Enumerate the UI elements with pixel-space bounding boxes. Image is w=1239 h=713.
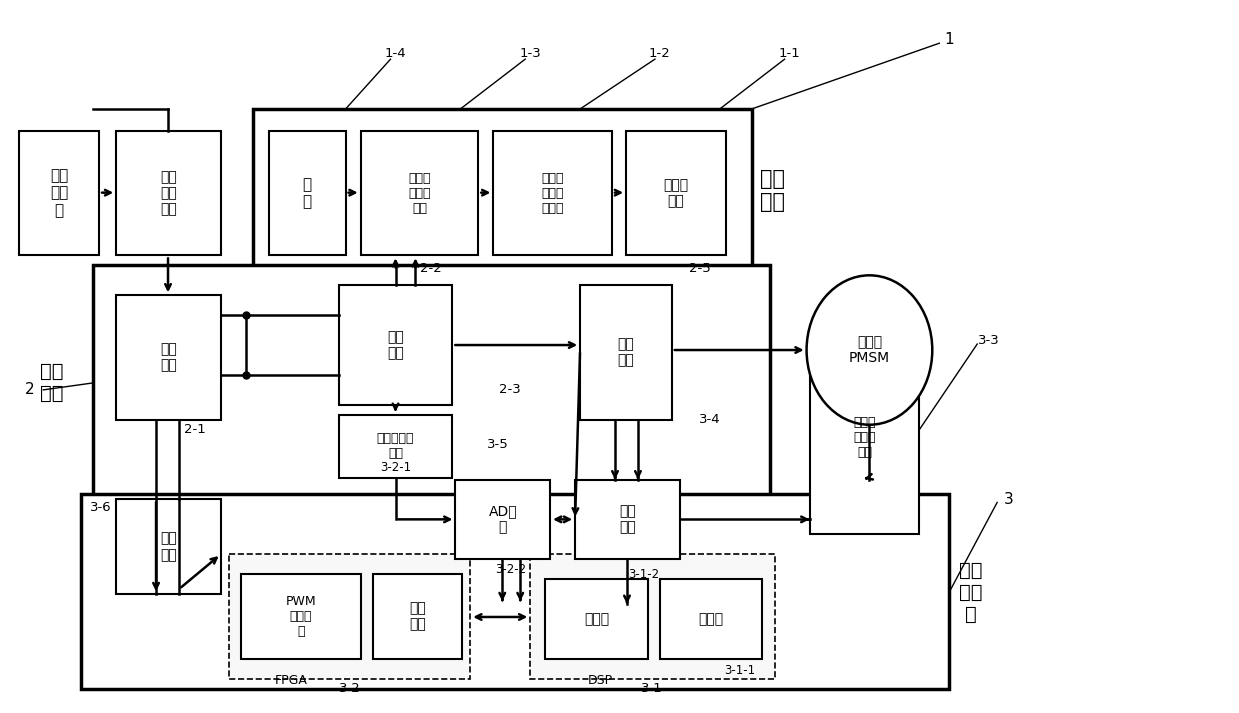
Text: 3-6: 3-6 (90, 501, 112, 514)
Text: 散热
模块: 散热 模块 (760, 169, 784, 212)
Bar (530, 554, 774, 679)
Text: 电源
模块: 电源 模块 (160, 532, 177, 562)
Bar (493, 131, 612, 255)
Text: FPGA: FPGA (274, 674, 307, 687)
Text: 2-5: 2-5 (689, 262, 711, 275)
Bar (361, 131, 478, 255)
Bar (229, 554, 471, 679)
Text: 2: 2 (25, 382, 35, 397)
Bar (116, 131, 221, 255)
Text: DSP: DSP (587, 674, 612, 687)
Text: 驱动与隔离
模块: 驱动与隔离 模块 (377, 432, 414, 460)
Text: 1-4: 1-4 (384, 46, 406, 60)
Text: 变动器
温度检
测模块: 变动器 温度检 测模块 (541, 172, 564, 215)
Bar (338, 285, 452, 405)
Bar (269, 131, 346, 255)
Text: 1-3: 1-3 (519, 46, 541, 60)
Text: 散热器
底座: 散热器 底座 (663, 178, 689, 208)
Bar (253, 109, 752, 270)
Bar (626, 131, 726, 255)
Text: 整流
模块: 整流 模块 (160, 342, 177, 373)
Text: 电源
保护
模块: 电源 保护 模块 (160, 170, 177, 216)
Bar (93, 265, 769, 499)
Text: 3-4: 3-4 (699, 414, 721, 426)
Text: 风
扇: 风 扇 (302, 177, 312, 210)
Text: 超高速
PMSM: 超高速 PMSM (849, 335, 890, 365)
Text: 2-3: 2-3 (499, 384, 522, 396)
Text: 第二核: 第二核 (699, 612, 724, 626)
Text: PWM
监控模
块: PWM 监控模 块 (285, 595, 316, 638)
Text: 3-1-2: 3-1-2 (628, 568, 659, 580)
Text: 3-2-2: 3-2-2 (494, 563, 525, 575)
Bar (545, 579, 648, 659)
Bar (456, 480, 550, 559)
Text: 3-1-1: 3-1-1 (724, 665, 756, 677)
Bar (575, 480, 680, 559)
Text: 3-3: 3-3 (979, 334, 1000, 347)
Bar (116, 499, 221, 594)
Bar (116, 295, 221, 420)
Text: 保护
模块: 保护 模块 (409, 601, 426, 632)
Bar (20, 131, 99, 255)
Text: 3: 3 (1005, 492, 1014, 507)
Bar (338, 415, 452, 478)
Text: 2-1: 2-1 (183, 424, 206, 436)
Text: AD模
块: AD模 块 (488, 504, 517, 535)
Text: 3-5: 3-5 (487, 438, 509, 451)
Text: 调理
模块: 调理 模块 (620, 504, 636, 535)
Bar (82, 494, 949, 689)
Text: 3-1: 3-1 (641, 682, 663, 695)
Text: 第一核: 第一核 (584, 612, 610, 626)
Text: 1-2: 1-2 (649, 46, 670, 60)
Ellipse shape (807, 275, 932, 425)
Text: 1-1: 1-1 (779, 46, 800, 60)
Bar (660, 579, 762, 659)
Text: 主控
制系
统: 主控 制系 统 (959, 560, 983, 624)
Bar (580, 285, 672, 420)
Text: 电机温
度检测
模块: 电机温 度检测 模块 (854, 416, 876, 458)
Text: 3-2: 3-2 (338, 682, 361, 695)
Text: 风扇变
动控制
模块: 风扇变 动控制 模块 (408, 172, 431, 215)
Bar (240, 574, 361, 659)
Text: 2-2: 2-2 (420, 262, 441, 275)
Text: 逆变
模块: 逆变 模块 (387, 330, 404, 360)
Text: 3-2-1: 3-2-1 (380, 461, 411, 474)
Text: 霍尔
模块: 霍尔 模块 (617, 337, 634, 368)
Text: 1: 1 (944, 32, 954, 47)
Text: 驱动
系统: 驱动 系统 (40, 362, 63, 404)
Bar (809, 340, 919, 534)
Bar (373, 574, 462, 659)
Text: 三相
交流
电: 三相 交流 电 (50, 168, 68, 218)
